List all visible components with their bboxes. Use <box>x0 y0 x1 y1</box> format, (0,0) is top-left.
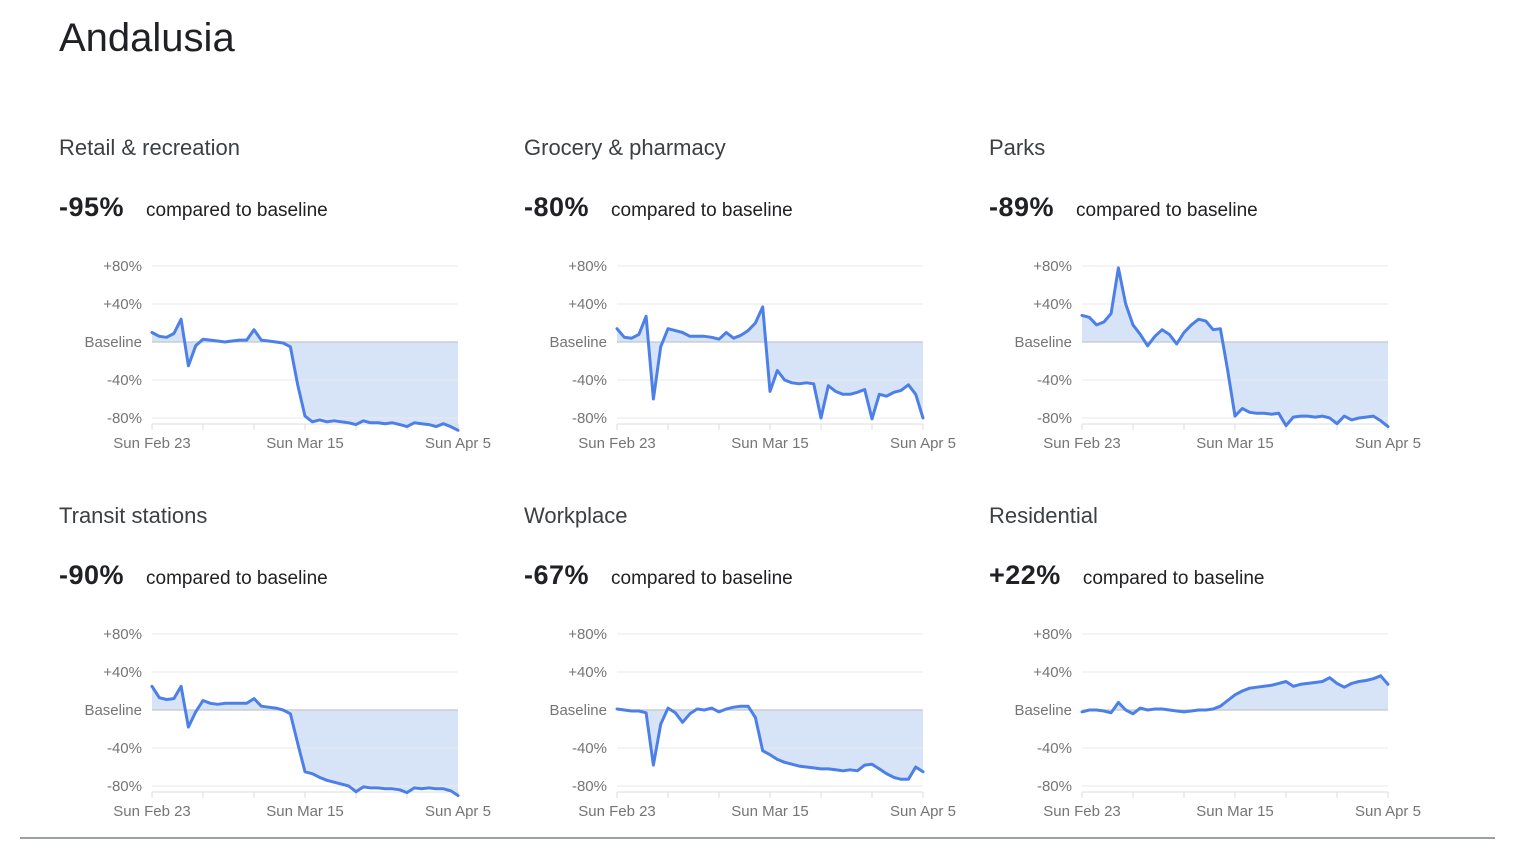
x-axis-label: Sun Apr 5 <box>425 435 491 452</box>
area-fill <box>152 686 458 796</box>
chart-panel-workplace: Workplace -67% compared to baseline +80%… <box>524 502 960 822</box>
mobility-chart-transit-stations: +80% +40% Baseline -40% -80% Sun Feb 23 Sun Ma… <box>84 626 491 820</box>
y-axis-label: +80% <box>568 626 607 643</box>
headline-suffix: compared to baseline <box>146 568 328 589</box>
category-title: Grocery & pharmacy <box>524 135 726 160</box>
headline-value: -95% <box>59 192 125 222</box>
chart-panel-parks: Parks -89% compared to baseline +80% +40%… <box>989 134 1425 454</box>
headline-value: -80% <box>524 192 590 222</box>
mobility-chart-parks: +80% +40% Baseline -40% -80% Sun Feb 23 Sun Ma… <box>1014 258 1421 452</box>
headline-suffix: compared to baseline <box>611 200 793 221</box>
headline-value: -89% <box>989 192 1055 222</box>
chart-panel-grocery-pharmacy: Grocery & pharmacy -80% compared to base… <box>524 134 960 454</box>
x-axis-label: Sun Feb 23 <box>578 803 656 820</box>
x-axis-label: Sun Feb 23 <box>1043 803 1121 820</box>
x-axis-label: Sun Feb 23 <box>113 803 191 820</box>
y-axis-label: -40% <box>1037 372 1072 389</box>
y-axis-label: +80% <box>1033 258 1072 275</box>
page-title: Andalusia <box>59 16 235 60</box>
mobility-line <box>615 305 925 421</box>
x-axis-label: Sun Mar 15 <box>731 435 809 452</box>
category-title: Residential <box>989 503 1098 528</box>
x-axis-label: Sun Apr 5 <box>890 435 956 452</box>
y-axis-label: -40% <box>1037 740 1072 757</box>
x-axis-label: Sun Feb 23 <box>113 435 191 452</box>
area-fill <box>152 319 458 431</box>
chart-panel-retail-recreation: Retail & recreation -95% compared to bas… <box>59 134 495 454</box>
y-axis-label: +40% <box>1033 296 1072 313</box>
y-axis-label: -80% <box>107 410 142 427</box>
category-title: Workplace <box>524 503 628 528</box>
y-axis-label: +80% <box>103 626 142 643</box>
x-axis-label: Sun Feb 23 <box>1043 435 1121 452</box>
mobility-chart-grocery-pharmacy: +80% +40% Baseline -40% -80% Sun Feb 23 Sun Ma… <box>549 258 956 452</box>
y-axis-label: -80% <box>1037 410 1072 427</box>
y-axis-label: +80% <box>568 258 607 275</box>
y-axis-label: Baseline <box>1014 702 1072 719</box>
x-axis-label: Sun Mar 15 <box>266 803 344 820</box>
x-axis-label: Sun Apr 5 <box>1355 435 1421 452</box>
area-fill <box>617 706 923 780</box>
y-axis-label: +40% <box>568 664 607 681</box>
y-axis-label: Baseline <box>549 334 607 351</box>
headline-suffix: compared to baseline <box>611 568 793 589</box>
area-fill <box>1082 675 1388 714</box>
y-axis-label: -80% <box>1037 778 1072 795</box>
headline-suffix: compared to baseline <box>146 200 328 221</box>
area-fill <box>617 306 923 419</box>
y-axis-label: +40% <box>1033 664 1072 681</box>
x-axis-label: Sun Mar 15 <box>731 803 809 820</box>
x-axis-label: Sun Feb 23 <box>578 435 656 452</box>
x-axis-label: Sun Apr 5 <box>425 803 491 820</box>
y-axis-label: +40% <box>568 296 607 313</box>
y-axis-label: Baseline <box>84 702 142 719</box>
mobility-line <box>1080 674 1390 716</box>
chart-panel-residential: Residential +22% compared to baseline +8… <box>989 502 1425 822</box>
headline: -67% compared to baseline <box>524 560 960 594</box>
y-axis-label: -80% <box>572 778 607 795</box>
category-title: Parks <box>989 135 1046 160</box>
area-fill <box>1082 267 1388 427</box>
x-axis-label: Sun Apr 5 <box>890 803 956 820</box>
mobility-line <box>1080 266 1390 429</box>
y-axis-label: Baseline <box>549 702 607 719</box>
mobility-line <box>150 684 460 797</box>
charts-grid: Retail & recreation -95% compared to bas… <box>59 134 1536 822</box>
mobility-chart-residential: +80% +40% Baseline -40% -80% Sun Feb 23 Sun Ma… <box>1014 626 1421 820</box>
bottom-divider <box>20 837 1495 839</box>
y-axis-label: -80% <box>107 778 142 795</box>
mobility-chart-workplace: +80% +40% Baseline -40% -80% Sun Feb 23 Sun Ma… <box>549 626 956 820</box>
y-axis-label: +40% <box>103 296 142 313</box>
headline: -90% compared to baseline <box>59 560 495 594</box>
mobility-chart-retail-recreation: +80% +40% Baseline -40% -80% Sun Feb 23 Sun Ma… <box>84 258 491 452</box>
y-axis-label: +40% <box>103 664 142 681</box>
mobility-line <box>615 704 925 781</box>
headline-value: -67% <box>524 560 590 590</box>
headline: -80% compared to baseline <box>524 192 960 226</box>
headline: +22% compared to baseline <box>989 560 1425 594</box>
y-axis-label: Baseline <box>84 334 142 351</box>
y-axis-label: -40% <box>572 372 607 389</box>
headline-value: +22% <box>989 560 1061 590</box>
headline-suffix: compared to baseline <box>1082 568 1265 589</box>
headline: -95% compared to baseline <box>59 192 495 226</box>
x-axis-label: Sun Mar 15 <box>1196 435 1274 452</box>
y-axis-label: -40% <box>572 740 607 757</box>
y-axis-label: +80% <box>103 258 142 275</box>
x-axis-label: Sun Mar 15 <box>1196 803 1274 820</box>
x-axis-label: Sun Apr 5 <box>1355 803 1421 820</box>
y-axis-label: -80% <box>572 410 607 427</box>
mobility-line <box>150 317 460 432</box>
y-axis-label: -40% <box>107 372 142 389</box>
y-axis-label: Baseline <box>1014 334 1072 351</box>
chart-panel-transit-stations: Transit stations -90% compared to baseli… <box>59 502 495 822</box>
category-title: Retail & recreation <box>59 135 240 160</box>
headline: -89% compared to baseline <box>989 192 1425 226</box>
y-axis-label: +80% <box>1033 626 1072 643</box>
headline-suffix: compared to baseline <box>1076 200 1258 221</box>
y-axis-label: -40% <box>107 740 142 757</box>
x-axis-label: Sun Mar 15 <box>266 435 344 452</box>
headline-value: -90% <box>59 560 125 590</box>
category-title: Transit stations <box>59 503 208 528</box>
